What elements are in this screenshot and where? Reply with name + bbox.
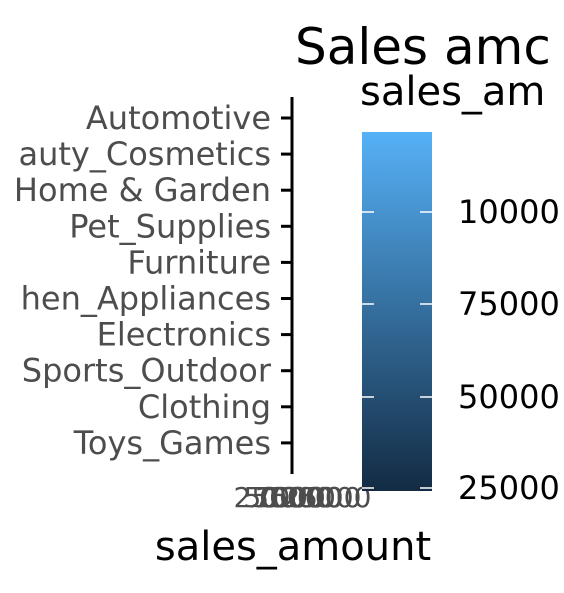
colorbar-ticks (362, 211, 432, 489)
category-ticks (281, 116, 292, 445)
colorbar-labels: 10000 75000 50000 25000 (458, 193, 560, 507)
category-label: Sports_Outdoor (22, 352, 272, 390)
colorbar-label: 10000 (458, 193, 560, 231)
colorbar-label: 50000 (458, 378, 560, 416)
colorbar (362, 132, 432, 491)
category-label: Automotive (86, 99, 271, 137)
x-tick-label: 25000 (233, 481, 322, 514)
x-tick-label: 0 (259, 481, 277, 514)
x-tick-label: 100000 (255, 481, 362, 514)
chart-title: Sales amc (295, 18, 551, 76)
x-axis-title: sales_amount (155, 524, 431, 570)
legend-title: sales_am (360, 69, 545, 115)
legend: sales_am 10000 75000 50000 25000 (360, 69, 560, 507)
x-tick-label: 75000 (253, 481, 342, 514)
x-tick-label: 50000 (243, 481, 332, 514)
category-label: hen_Appliances (21, 280, 271, 318)
category-label: Pet_Supplies (69, 207, 271, 245)
x-tick-label: 125000 (265, 481, 372, 514)
category-label: auty_Cosmetics (18, 135, 271, 173)
category-label: Toys_Games (73, 424, 271, 462)
category-label: Electronics (97, 316, 271, 354)
category-label: Furniture (127, 243, 271, 281)
category-label: Home & Garden (14, 171, 271, 209)
colorbar-label: 25000 (458, 469, 560, 507)
colorbar-label: 75000 (458, 285, 560, 323)
category-label: Clothing (138, 388, 271, 426)
